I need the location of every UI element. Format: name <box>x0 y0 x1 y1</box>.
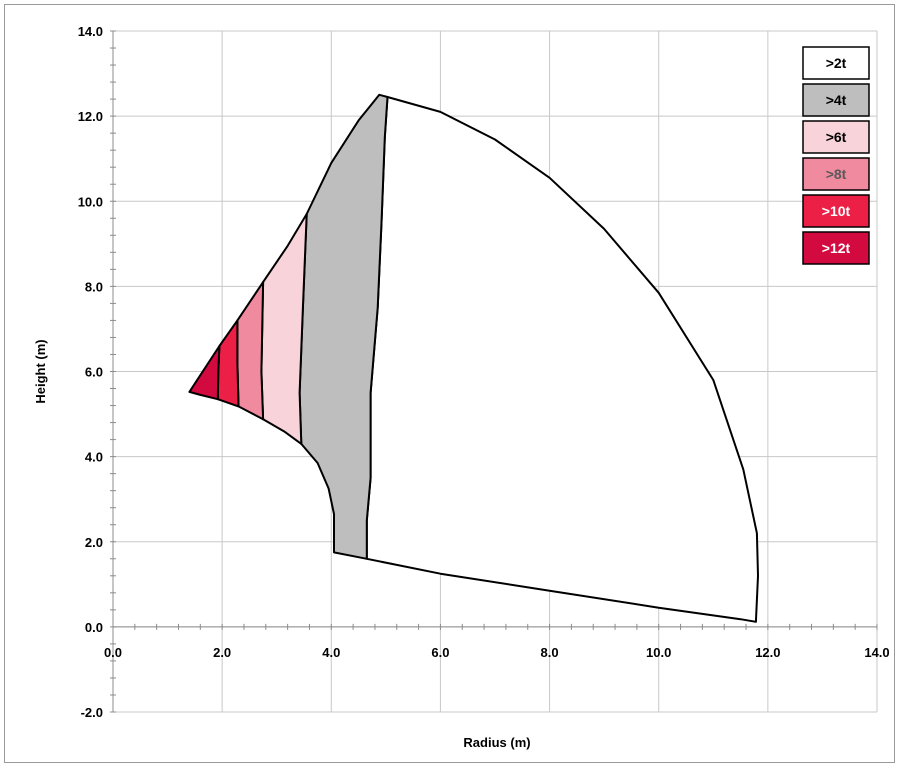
capacity-zone-4 <box>236 281 265 421</box>
x-tick-label: 12.0 <box>755 645 780 660</box>
capacity-zone-6 <box>188 345 221 401</box>
legend-label: >12t <box>822 240 851 256</box>
x-tick-label: 2.0 <box>213 645 231 660</box>
y-tick-label: 0.0 <box>85 620 103 635</box>
capacity-zones <box>188 93 759 623</box>
legend-swatch <box>802 120 870 154</box>
legend-swatch <box>802 83 870 117</box>
capacity-zone-3 <box>260 213 308 445</box>
legend-label: >8t <box>826 166 847 182</box>
legend-swatch <box>802 157 870 191</box>
legend-swatch <box>802 46 870 80</box>
x-tick-labels: 0.0 2.0 4.0 6.0 8.0 10.0 12.0 14.0 <box>104 645 890 660</box>
x-tick-label: 8.0 <box>541 645 559 660</box>
y-axis-title: Height (m) <box>33 339 48 403</box>
y-tick-label: 12.0 <box>78 109 103 124</box>
y-tick-label: 10.0 <box>78 194 103 209</box>
x-tick-label: 4.0 <box>322 645 340 660</box>
legend: >2t >4t >6t >8t >10t >12t <box>802 46 870 265</box>
lift-capacity-chart: 0.0 2.0 4.0 6.0 8.0 10.0 12.0 14.0 -2.0 0.0 2.0 4.… <box>33 24 890 750</box>
y-tick-label: 2.0 <box>85 535 103 550</box>
x-tick-label: 14.0 <box>864 645 889 660</box>
x-tick-label: 10.0 <box>646 645 671 660</box>
x-tick-label: 6.0 <box>431 645 449 660</box>
capacity-zone-2 <box>298 93 389 560</box>
legend-label: >2t <box>826 55 847 71</box>
legend-label: >10t <box>822 203 851 219</box>
minor-ticks <box>110 30 878 713</box>
y-tick-label: 14.0 <box>78 24 103 39</box>
x-tick-label: 0.0 <box>104 645 122 660</box>
y-tick-label: -2.0 <box>81 705 103 720</box>
capacity-zone-5 <box>216 319 240 408</box>
legend-label: >6t <box>826 129 847 145</box>
chart-frame: 0.0 2.0 4.0 6.0 8.0 10.0 12.0 14.0 -2.0 0.0 2.0 4.… <box>4 4 895 763</box>
y-tick-labels: -2.0 0.0 2.0 4.0 6.0 8.0 10.0 12.0 14.0 <box>78 24 103 720</box>
legend-swatch <box>802 231 870 265</box>
y-tick-label: 8.0 <box>85 279 103 294</box>
y-tick-label: 4.0 <box>85 450 103 465</box>
legend-swatch <box>802 194 870 228</box>
y-tick-label: 6.0 <box>85 365 103 380</box>
x-axis-title: Radius (m) <box>463 735 530 750</box>
capacity-zone-1 <box>365 96 759 623</box>
legend-label: >4t <box>826 92 847 108</box>
